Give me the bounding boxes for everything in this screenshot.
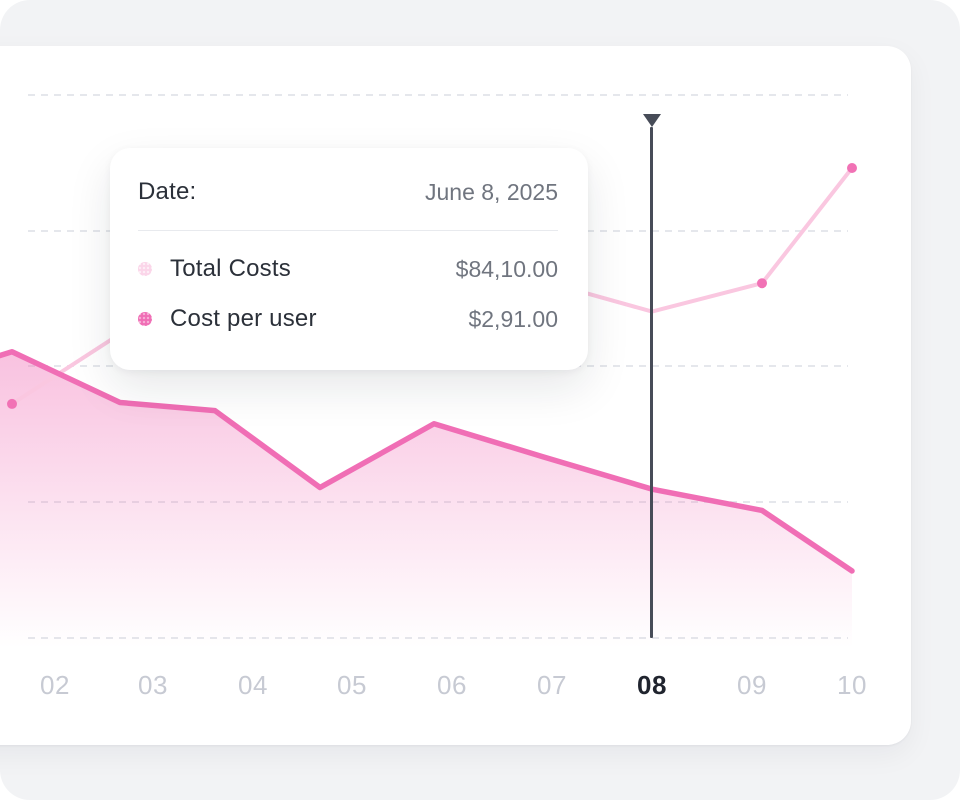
cursor-line xyxy=(650,127,653,638)
cost-per-user-dot-icon xyxy=(138,312,152,326)
cost-per-user-line xyxy=(0,349,855,574)
x-tick-04: 04 xyxy=(238,670,268,700)
total-costs-point-10[interactable] xyxy=(847,163,857,174)
x-tick-07: 07 xyxy=(537,670,567,700)
tooltip-date-row: Date: June 8, 2025 xyxy=(138,178,558,206)
cost-per-user-area-fill xyxy=(0,351,852,648)
x-tick-02: 02 xyxy=(40,670,70,700)
tooltip-row-total-costs: Total Costs $84,10.00 xyxy=(138,255,558,283)
cost-per-user-legend: Cost per user xyxy=(138,305,317,333)
cursor-triangle-icon xyxy=(643,114,661,127)
total-costs-legend: Total Costs xyxy=(138,255,291,283)
total-costs-value: $84,10.00 xyxy=(455,255,558,282)
chart-tooltip: Date: June 8, 2025 Total Costs $84,10.00… xyxy=(110,148,588,370)
x-tick-05: 05 xyxy=(337,670,367,700)
tooltip-date-label: Date: xyxy=(138,178,197,205)
tooltip-row-cost-per-user: Cost per user $2,91.00 xyxy=(138,305,558,333)
x-tick-08: 08 xyxy=(637,670,667,700)
x-tick-03: 03 xyxy=(138,670,168,700)
cost-per-user-value: $2,91.00 xyxy=(468,305,558,332)
total-costs-point-09[interactable] xyxy=(757,278,767,289)
total-costs-label: Total Costs xyxy=(170,255,291,282)
tooltip-date-value: June 8, 2025 xyxy=(424,178,558,205)
total-costs-point-02[interactable] xyxy=(7,398,17,409)
x-tick-09: 09 xyxy=(737,670,767,700)
x-tick-10: 10 xyxy=(837,670,867,700)
gridline-0 xyxy=(28,94,848,96)
x-tick-06: 06 xyxy=(437,670,467,700)
total-costs-dot-icon xyxy=(138,262,152,276)
tooltip-divider xyxy=(138,230,558,231)
cost-per-user-label: Cost per user xyxy=(170,305,317,332)
